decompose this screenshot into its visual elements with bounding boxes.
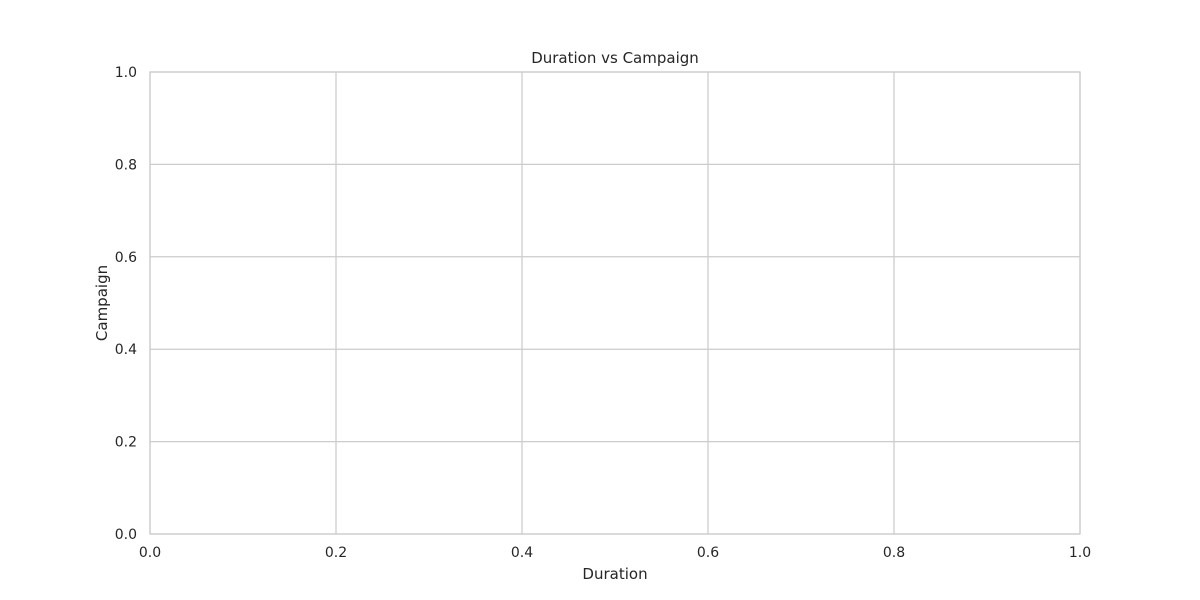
chart-title: Duration vs Campaign — [531, 49, 699, 67]
y-axis-label: Campaign — [93, 265, 111, 341]
x-tick-label: 0.4 — [511, 545, 533, 561]
x-tick-label: 0.2 — [325, 545, 347, 561]
x-tick-label: 0.8 — [883, 545, 905, 561]
plot-frame — [149, 71, 1081, 535]
x-tick-label: 1.0 — [1069, 545, 1091, 561]
y-tick-label: 0.0 — [115, 527, 137, 543]
x-tick-labels: 0.0 0.2 0.4 0.6 0.8 1.0 — [139, 545, 1091, 561]
y-tick-label: 0.8 — [115, 157, 137, 173]
plot-background — [150, 72, 1080, 534]
y-tick-label: 0.4 — [115, 342, 137, 358]
y-tick-label: 0.2 — [115, 435, 137, 451]
x-tick-label: 0.6 — [697, 545, 719, 561]
y-tick-label: 0.6 — [115, 250, 137, 266]
x-tick-label: 0.0 — [139, 545, 161, 561]
x-axis-label: Duration — [582, 565, 647, 583]
y-tick-label: 1.0 — [115, 65, 137, 81]
y-tick-labels: 0.0 0.2 0.4 0.6 0.8 1.0 — [115, 65, 137, 543]
